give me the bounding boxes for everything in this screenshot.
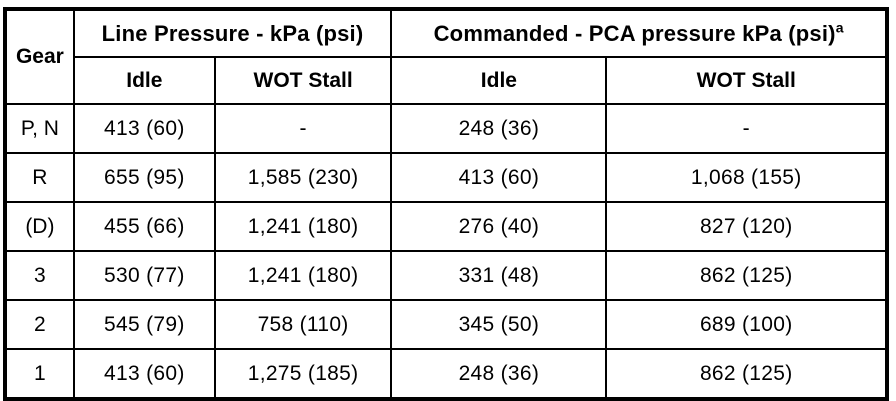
subheader-commanded-wot-stall: WOT Stall [605, 56, 888, 105]
data-cell: 1,241 (180) [213, 250, 393, 301]
data-cell: 248 (36) [390, 103, 608, 154]
gear-cell: 2 [4, 299, 75, 350]
data-cell: 1,241 (180) [213, 201, 393, 252]
gear-cell: 1 [4, 348, 75, 400]
data-cell: 758 (110) [213, 299, 393, 350]
subheader-line-wot-stall: WOT Stall [213, 56, 393, 105]
table-row-d: (D) 455 (66) 1,241 (180) 276 (40) 827 (1… [4, 201, 888, 252]
pressure-spec-table: Gear Line Pressure - kPa (psi) Commanded… [3, 7, 889, 401]
data-cell: 455 (66) [72, 201, 216, 252]
data-cell: 545 (79) [72, 299, 216, 350]
data-cell: 276 (40) [390, 201, 608, 252]
table-row-2: 2 545 (79) 758 (110) 345 (50) 689 (100) [4, 299, 888, 350]
sub-header-row: Idle WOT Stall Idle WOT Stall [5, 56, 888, 105]
data-cell: 862 (125) [605, 250, 888, 301]
subheader-line-idle: Idle [72, 56, 216, 105]
group-header-commanded-pca-label: Commanded - PCA pressure kPa (psi) [433, 20, 836, 46]
subheader-commanded-idle: Idle [390, 56, 608, 105]
data-cell: 1,068 (155) [605, 152, 888, 203]
data-cell: 689 (100) [605, 299, 888, 350]
data-cell: 413 (60) [72, 348, 216, 400]
data-cell: - [213, 103, 393, 154]
data-cell: 655 (95) [72, 152, 216, 203]
data-cell: 345 (50) [390, 299, 608, 350]
gear-cell: P, N [4, 103, 75, 154]
data-cell: 1,275 (185) [213, 348, 393, 400]
data-cell: - [605, 103, 888, 154]
gear-cell: (D) [4, 201, 75, 252]
data-cell: 827 (120) [605, 201, 888, 252]
gear-cell: R [4, 152, 75, 203]
group-header-line-pressure-label: Line Pressure - kPa (psi) [101, 20, 364, 46]
data-cell: 413 (60) [72, 103, 216, 154]
data-cell: 530 (77) [72, 250, 216, 301]
table-row-1: 1 413 (60) 1,275 (185) 248 (36) 862 (125… [4, 348, 888, 400]
group-header-commanded-pca: Commanded - PCA pressure kPa (psi)a [390, 8, 888, 58]
table-row-3: 3 530 (77) 1,241 (180) 331 (48) 862 (125… [4, 250, 888, 301]
group-header-line-pressure: Line Pressure - kPa (psi) [72, 8, 393, 58]
data-cell: 862 (125) [605, 348, 888, 400]
data-cell: 1,585 (230) [213, 152, 393, 203]
group-header-row: Gear Line Pressure - kPa (psi) Commanded… [4, 8, 888, 105]
data-cell: 331 (48) [390, 250, 608, 301]
gear-cell: 3 [4, 250, 75, 301]
data-cell: 413 (60) [390, 152, 608, 203]
table-row-r: R 655 (95) 1,585 (230) 413 (60) 1,068 (1… [4, 152, 888, 203]
data-cell: 248 (36) [390, 348, 608, 400]
footnote-a-superscript: a [835, 19, 844, 36]
table-row-pn: P, N 413 (60) - 248 (36) - [4, 103, 888, 154]
gear-column-header: Gear [4, 8, 75, 105]
